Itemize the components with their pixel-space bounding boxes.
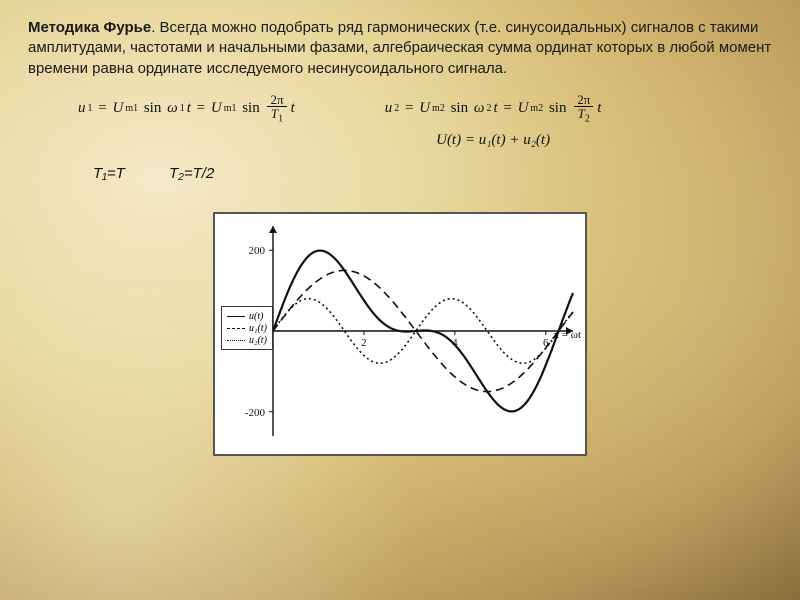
x-axis-label: x = ωt <box>554 329 582 341</box>
svg-text:2: 2 <box>361 337 367 349</box>
svg-text:200: 200 <box>249 246 266 258</box>
chart-legend: u(t)u₁(t)u₂(t) <box>221 306 273 350</box>
period-t2: T₂=T/2 <box>169 165 214 182</box>
fourier-chart: -2000200246 u(t)u₁(t)u₂(t) x = ωt <box>213 212 587 456</box>
formulas-row: u1 = Um1 sin ω1 t = Um1 sin 2π T1 t u2 <box>28 93 772 150</box>
paragraph-title: Методика Фурье <box>28 19 151 36</box>
periods-line: T₁=T T₂=T/2 <box>93 165 772 182</box>
sum-formula: U(t) = u₁(t) + u₂(t) <box>436 132 550 149</box>
formula-u1: u1 = Um1 sin ω1 t = Um1 sin 2π T1 t <box>78 93 295 125</box>
formula-u2-and-sum: u2 = Um2 sin ω2 t = Um2 sin 2π T2 t U(t)… <box>385 93 602 150</box>
svg-text:-200: -200 <box>245 407 266 419</box>
period-t1: T₁=T <box>93 165 125 182</box>
fourier-paragraph: Методика Фурье. Всегда можно подобрать р… <box>28 18 772 79</box>
